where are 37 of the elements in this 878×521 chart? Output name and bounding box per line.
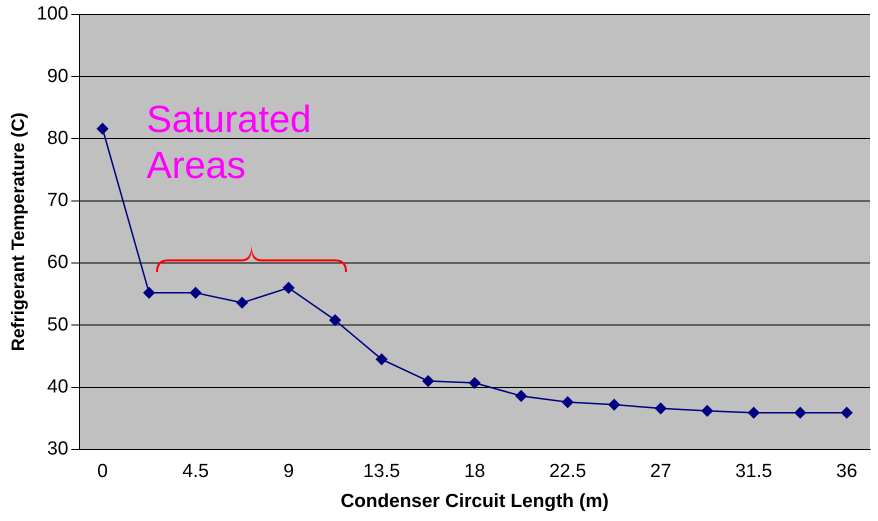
point <box>468 377 480 389</box>
point <box>515 390 527 402</box>
point <box>748 406 760 418</box>
x-tick-label: 18 <box>464 461 486 482</box>
x-tick-label: 27 <box>650 461 672 482</box>
point <box>608 398 620 410</box>
point <box>794 406 806 418</box>
point <box>840 406 852 418</box>
annotation: Saturated Areas <box>146 98 312 190</box>
y-axis-title: Refrigerant Temperature (C) <box>8 112 28 352</box>
y-tick-label: 100 <box>36 4 68 25</box>
y-tick-label: 60 <box>47 252 68 274</box>
y-tick-label: 30 <box>47 438 68 460</box>
y-tick-label: 80 <box>47 128 68 149</box>
y-tick-label: 90 <box>47 66 68 87</box>
point <box>562 396 574 408</box>
y-tick-label: 40 <box>47 376 68 398</box>
point <box>329 314 341 326</box>
point <box>654 402 666 414</box>
x-axis-title: Condenser Circuit Length (m) <box>340 490 609 512</box>
x-tick-label: 9 <box>283 461 294 482</box>
x-tick-label: 36 <box>836 461 858 482</box>
point <box>96 122 108 134</box>
x-tick-label: 22.5 <box>549 461 586 482</box>
point <box>376 354 388 366</box>
point <box>236 296 248 308</box>
point <box>143 287 155 299</box>
x-tick-label: 13.5 <box>363 461 400 482</box>
x-tick-label: 0 <box>97 461 108 482</box>
point <box>701 405 713 417</box>
point <box>422 375 434 387</box>
point <box>190 287 202 299</box>
x-tick-label: 31.5 <box>735 461 772 482</box>
point <box>282 282 294 294</box>
y-tick-label: 50 <box>47 314 68 336</box>
y-tick-label: 70 <box>47 190 68 212</box>
x-tick-label: 4.5 <box>182 461 209 482</box>
